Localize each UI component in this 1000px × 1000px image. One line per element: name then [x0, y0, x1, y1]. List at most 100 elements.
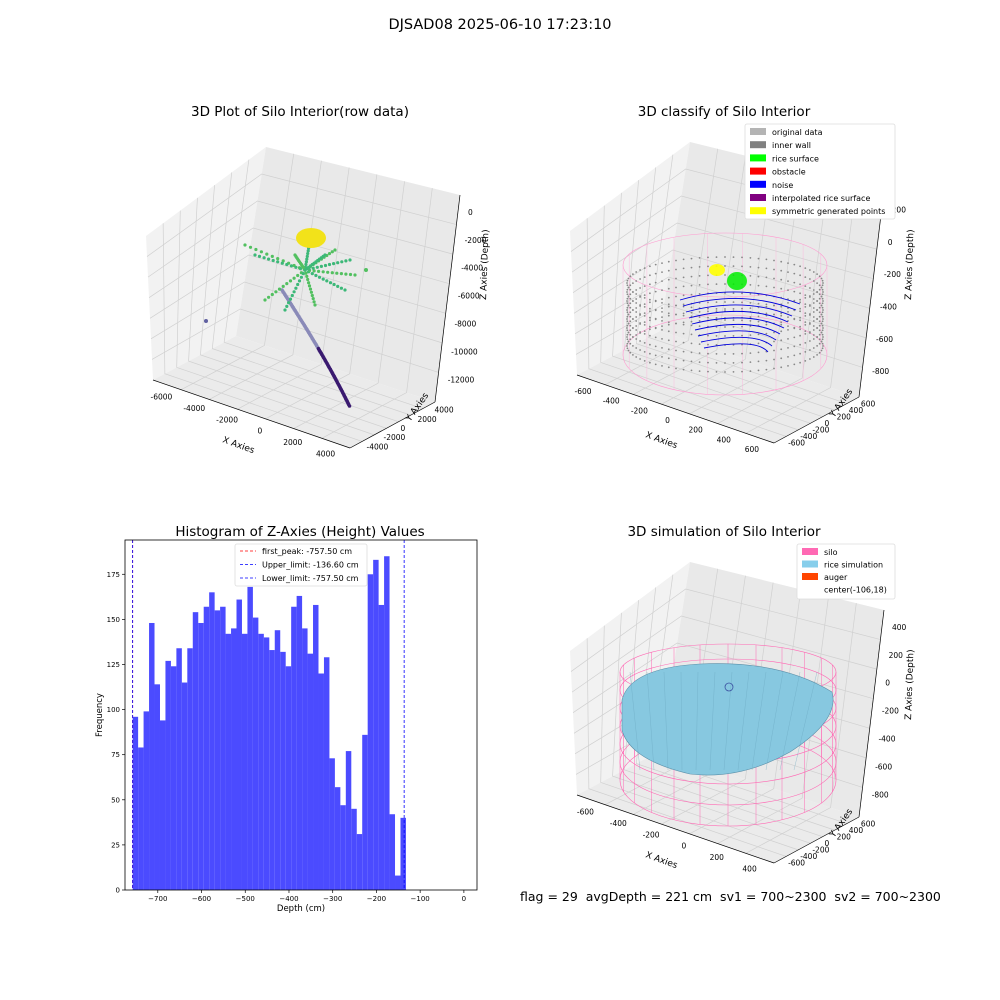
surface-mesh: [663, 671, 669, 771]
wall-point: [649, 283, 651, 286]
wall-point: [715, 371, 718, 373]
histogram-lines: [132, 540, 405, 890]
raw-point: [327, 252, 332, 256]
wall-point: [818, 324, 821, 327]
gridline: [689, 589, 802, 835]
wall-point: [707, 370, 709, 373]
x-tick-label: −700: [148, 895, 167, 903]
wall-point: [649, 325, 651, 328]
y-tick-label: 150: [107, 616, 120, 624]
x-tick-label: 2000: [283, 438, 302, 447]
gridline: [149, 254, 446, 319]
y-tick-label: -200: [812, 846, 829, 855]
wall-point: [757, 360, 760, 363]
wall-point: [812, 320, 815, 322]
z-tick-label: -600: [876, 335, 893, 344]
x-tick-label: −300: [323, 895, 342, 903]
histogram-bar: [198, 622, 204, 890]
wall-point: [629, 324, 632, 327]
histogram-bar: [220, 606, 226, 890]
wall-point: [787, 271, 789, 273]
wall-point: [804, 267, 807, 269]
surface-mesh: [709, 671, 716, 771]
wall-point: [639, 305, 641, 307]
wall-point: [818, 333, 821, 336]
wall-point: [643, 342, 646, 344]
wall-point: [667, 323, 670, 326]
gridline: [176, 210, 375, 436]
wall-point: [654, 281, 657, 284]
y-tick-label: -600: [788, 439, 805, 448]
wall-point: [698, 361, 701, 363]
wall-point: [809, 340, 811, 342]
pane: [577, 331, 859, 443]
wall-point: [822, 309, 824, 311]
surface-mesh: [695, 671, 699, 771]
wall-point: [809, 314, 811, 316]
wall-point: [804, 342, 807, 344]
plot1-zlabel: Z Axies (Depth): [479, 229, 491, 300]
wall-point: [643, 315, 646, 317]
wall-point: [749, 266, 752, 268]
wall-point: [649, 298, 651, 301]
legend-box: [744, 123, 896, 220]
raw-point: [344, 272, 348, 276]
raw-point: [304, 260, 308, 264]
wall-point: [804, 330, 807, 332]
wall-point: [822, 327, 824, 329]
wall-point: [724, 308, 726, 310]
wall-point: [818, 288, 821, 291]
wall-point: [626, 333, 629, 336]
wall-point: [812, 280, 815, 282]
surface-mesh: [723, 671, 733, 771]
wall-point: [780, 278, 783, 281]
y-tick-label: 125: [107, 661, 120, 669]
y-tick-label: 175: [107, 571, 120, 579]
raw-point: [327, 262, 332, 267]
wall-point: [649, 334, 651, 337]
wall-point: [626, 306, 629, 309]
x-tick-label: 0: [665, 416, 670, 425]
wall-point: [812, 325, 815, 327]
y-tick-label: -600: [788, 859, 805, 868]
wall-point: [635, 298, 638, 300]
wall-point: [682, 314, 685, 317]
pane: [577, 751, 859, 863]
wall-point: [629, 329, 632, 332]
wall-point: [682, 312, 685, 315]
raw-point: [285, 262, 289, 267]
wall-point: [765, 368, 768, 371]
wall-point: [787, 347, 789, 349]
raw-point: [321, 277, 325, 281]
wall-point: [682, 267, 685, 270]
plot1-points: [204, 228, 368, 408]
wall-point: [654, 263, 657, 266]
wall-point: [799, 352, 801, 355]
wall-point: [698, 275, 701, 277]
wall-point: [741, 256, 743, 259]
gridline: [146, 173, 457, 257]
raw-point: [305, 274, 309, 278]
wall-point: [627, 331, 630, 334]
gridline: [147, 200, 453, 278]
raw-point: [328, 281, 333, 285]
wall-point: [649, 328, 651, 331]
wall-point: [635, 293, 638, 295]
wall-point: [809, 349, 811, 351]
wall-point: [629, 297, 632, 300]
wall-point: [773, 349, 775, 352]
noise-arc: [697, 330, 777, 341]
wall-point: [629, 284, 632, 287]
y-tick-label: 25: [111, 841, 120, 849]
wall-point: [773, 268, 775, 271]
raw-point: [285, 304, 289, 308]
wall-point: [724, 256, 726, 258]
wall-point: [626, 315, 629, 318]
raw-point: [313, 303, 317, 307]
wall-point: [682, 359, 685, 362]
wall-point: [675, 349, 677, 352]
histogram-bar: [400, 817, 406, 890]
wall-point: [816, 282, 818, 284]
y-tick-label: 400: [849, 406, 864, 415]
wall-point: [682, 276, 685, 279]
